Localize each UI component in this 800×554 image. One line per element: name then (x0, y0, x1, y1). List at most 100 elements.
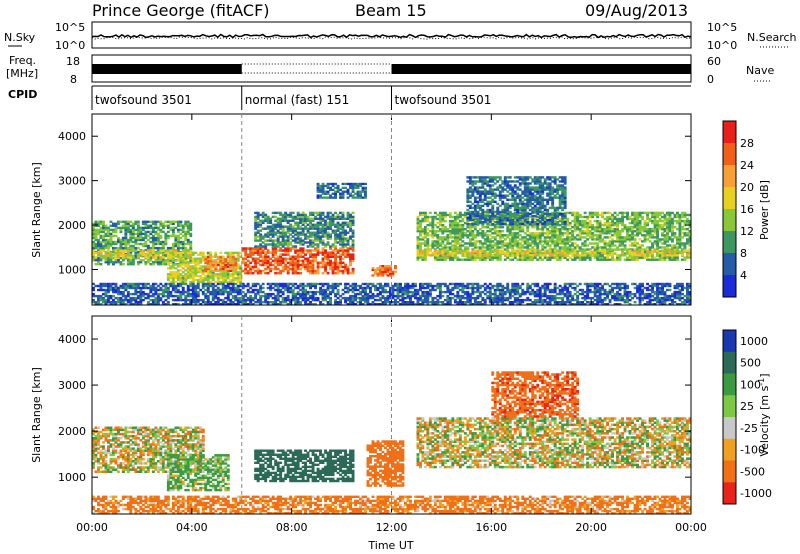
cell-3 (229, 267, 233, 271)
cell-8 (613, 215, 617, 219)
cell-4 (246, 269, 250, 273)
cell-8 (448, 226, 452, 229)
cell-4 (281, 261, 285, 265)
cell-8 (428, 223, 432, 227)
cell-5 (346, 243, 350, 246)
cell-5 (309, 233, 312, 236)
cell-4 (264, 271, 268, 275)
cell-0 (176, 248, 180, 252)
cell-10 (543, 178, 547, 181)
cell-2 (189, 259, 193, 262)
cell-8 (511, 258, 515, 261)
cell-5 (269, 233, 273, 236)
cell-8 (483, 234, 487, 237)
cell-10 (513, 202, 517, 206)
cell-8 (486, 238, 490, 241)
cell-10 (558, 194, 562, 197)
cell-0 (186, 230, 190, 234)
cell-0 (174, 236, 178, 240)
cell-4 (309, 249, 312, 252)
cell-8 (431, 221, 435, 225)
cell-9 (666, 249, 669, 253)
cell-4 (266, 249, 270, 252)
cell-8 (496, 242, 500, 245)
cell-10 (531, 196, 535, 199)
cell-10 (538, 190, 542, 193)
cell-8 (571, 236, 575, 239)
cell-5 (276, 237, 280, 240)
cell-0 (184, 230, 188, 234)
cell-8 (458, 230, 462, 233)
cell-5 (279, 233, 283, 236)
cell-10 (526, 200, 530, 203)
cell-8 (676, 258, 679, 261)
cell-2 (166, 253, 170, 256)
cell-10 (538, 182, 542, 185)
cell-5 (346, 217, 350, 220)
cell-8 (431, 244, 435, 247)
cell-4 (349, 257, 352, 260)
cell-8 (541, 228, 545, 231)
cell-10 (513, 184, 517, 187)
cell-10 (561, 223, 565, 226)
cell-3 (221, 265, 225, 269)
cell-5 (309, 239, 312, 242)
cell-5 (346, 225, 350, 228)
cell-8 (481, 258, 485, 261)
cell-8 (578, 238, 582, 241)
cell-5 (296, 221, 300, 224)
cell-5 (339, 217, 342, 220)
cell-2 (196, 280, 200, 284)
cell-2 (204, 277, 208, 280)
cell-2 (206, 263, 210, 266)
cell-4 (254, 251, 258, 254)
cell-5 (309, 219, 312, 222)
cell-8 (618, 242, 622, 245)
cell-8 (633, 211, 637, 215)
cell-0 (114, 226, 118, 230)
cell-10 (516, 202, 520, 206)
cell-8 (623, 223, 627, 227)
cell-5 (294, 223, 298, 226)
cell-0 (131, 232, 135, 236)
cell-10 (516, 176, 520, 179)
cell-10 (478, 186, 482, 189)
cell-8 (458, 246, 462, 249)
cell-5 (291, 225, 295, 228)
cell-0 (117, 238, 120, 242)
cell-9 (496, 251, 500, 255)
cell-8 (653, 232, 657, 235)
cell-2 (226, 275, 230, 278)
cell-8 (468, 258, 472, 261)
cell-8 (488, 238, 492, 241)
cell-0 (186, 222, 190, 225)
cell-5 (319, 241, 322, 244)
cell-4 (311, 267, 315, 271)
cell-4 (346, 253, 350, 256)
cell-1 (141, 251, 145, 255)
cell-0 (174, 242, 178, 246)
cell-10 (476, 196, 480, 199)
cell-0 (104, 232, 108, 236)
cell-8 (628, 240, 632, 243)
cell-0 (171, 242, 175, 246)
cell-10 (561, 176, 565, 179)
cell-0 (144, 240, 148, 244)
cell-8 (628, 234, 632, 237)
cell-8 (688, 226, 691, 229)
cell-3 (216, 256, 220, 259)
cell-10 (523, 221, 527, 224)
cell-4 (351, 253, 355, 256)
cell-8 (588, 242, 592, 245)
cell-5 (346, 241, 350, 244)
cell-0 (174, 220, 178, 223)
cell-0 (102, 226, 105, 230)
cell-9 (608, 253, 612, 257)
cell-8 (686, 219, 689, 223)
cell-0 (166, 246, 170, 250)
cell-8 (648, 240, 652, 243)
cell-0 (171, 244, 175, 248)
cell-10 (486, 218, 490, 222)
cell-9 (438, 249, 442, 253)
cell-8 (468, 240, 472, 243)
